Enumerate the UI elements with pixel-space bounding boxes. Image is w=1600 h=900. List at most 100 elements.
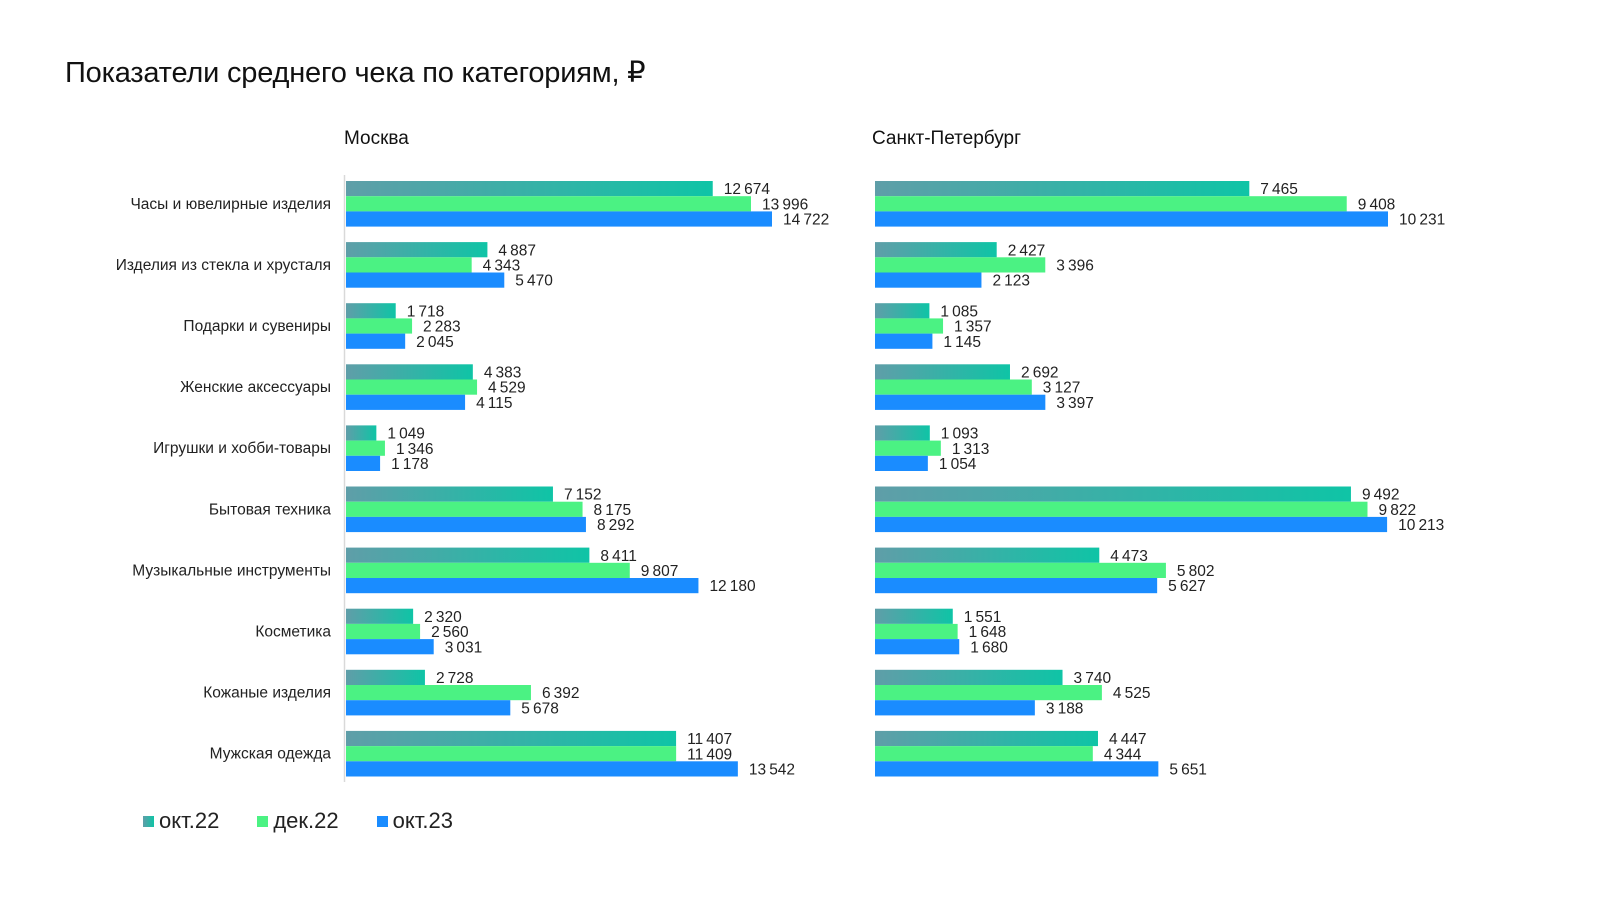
value-label-okt23: 5 470 [515,273,553,290]
value-label-okt23: 5 627 [1168,578,1206,595]
category-label: Музыкальные инструменты [132,562,331,579]
bar-okt23 [346,700,511,716]
bar-okt22 [875,181,1250,197]
bar-okt23 [346,578,699,594]
bar-dek22 [875,257,1046,273]
value-label-okt22: 3 740 [1074,670,1112,687]
value-label-dek22: 3 127 [1043,380,1081,397]
value-label-okt22: 1 093 [941,426,979,443]
value-label-okt23: 2 123 [992,273,1030,290]
value-label-okt23: 10 231 [1399,212,1445,229]
bar-okt23 [875,516,1388,533]
bar-dek22 [346,746,677,762]
value-label-okt23: 1 054 [939,456,977,473]
value-label-okt23: 5 678 [521,700,559,717]
value-label-okt23: 1 145 [943,334,981,351]
bar-okt23 [346,516,586,533]
bar-okt23 [346,639,434,655]
value-label-okt22: 1 551 [964,609,1002,626]
value-label-okt23: 14 722 [783,212,829,229]
value-label-okt23: 4 115 [476,395,512,412]
legend: окт.22 дек.22 окт.23 [143,808,453,834]
bar-okt23 [346,272,505,288]
value-label-dek22: 9 408 [1358,196,1396,213]
bar-okt22 [346,303,396,319]
category-label: Игрушки и хобби-товары [153,440,331,457]
value-label-okt23: 3 188 [1046,700,1084,717]
bar-okt22 [875,364,1010,380]
bar-okt22 [346,547,590,563]
legend-item-okt22: окт.22 [143,808,219,834]
bar-okt23 [346,211,772,227]
bar-okt23 [346,455,381,471]
value-label-okt22: 7 152 [564,487,602,504]
value-label-okt22: 9 492 [1362,487,1400,504]
bar-okt23 [875,639,960,655]
bar-okt23 [875,211,1388,227]
bar-okt22 [875,669,1063,685]
value-label-okt22: 4 473 [1110,548,1148,565]
category-label: Косметика [255,624,331,641]
page-title: Показатели среднего чека по категориям, … [65,57,646,89]
value-label-okt23: 3 397 [1056,395,1094,412]
bar-okt23 [875,761,1159,777]
value-label-okt23: 3 031 [445,639,483,656]
value-label-okt23: 12 180 [709,578,756,595]
bar-okt23 [346,394,466,410]
value-label-dek22: 4 344 [1104,746,1142,763]
category-labels: Часы и ювелирные изделия Изделия из стекл… [116,196,332,763]
value-label-okt22: 2 692 [1021,365,1059,382]
value-label-okt23: 8 292 [597,517,635,534]
category-label: Подарки и сувениры [183,318,331,335]
bar-okt23 [346,333,406,349]
value-label-dek22: 8 175 [594,502,632,519]
legend-swatch-okt22 [143,815,154,827]
value-label-dek22: 9 822 [1378,502,1416,519]
bar-okt22 [346,486,553,502]
value-label-okt22: 1 085 [940,303,978,320]
bar-dek22 [346,501,583,517]
value-label-dek22: 2 283 [423,319,461,336]
value-label-okt22: 2 728 [436,670,474,687]
bar-okt22 [875,486,1351,502]
value-label-okt23: 10 213 [1398,517,1444,534]
bar-okt23 [875,333,933,349]
value-label-okt22: 1 049 [387,426,425,443]
value-label-okt22: 4 887 [498,242,536,259]
value-label-dek22: 4 525 [1113,685,1151,702]
bar-okt22 [875,425,930,441]
legend-item-dek22: дек.22 [257,808,339,834]
value-label-okt23: 2 045 [416,334,454,351]
legend-swatch-dek22 [257,815,269,827]
value-label-okt22: 7 465 [1260,181,1298,198]
panel-title-moscow: Москва [344,128,409,149]
value-label-okt23: 1 680 [970,639,1008,656]
bar-dek22 [875,623,958,640]
bar-okt22 [346,181,713,197]
value-label-dek22: 3 396 [1056,258,1094,275]
value-label-dek22: 1 346 [396,441,434,458]
bar-okt22 [346,608,414,624]
bar-okt22 [346,669,425,685]
bar-okt22 [875,730,1098,747]
bar-dek22 [875,685,1102,701]
legend-label-okt23: окт.23 [392,808,453,833]
bar-okt22 [346,425,377,441]
value-label-okt22: 2 320 [424,609,462,626]
value-label-dek22: 11 409 [687,746,732,763]
bar-dek22 [875,379,1032,395]
panel-title-spb: Санкт-Петербург [872,128,1022,149]
bar-okt23 [875,700,1035,716]
bar-dek22 [875,501,1368,517]
legend-label-dek22: дек.22 [273,808,339,833]
legend-label-okt22: окт.22 [159,808,220,833]
category-label: Бытовая техника [209,501,332,518]
bar-okt23 [875,455,928,471]
bar-okt22 [875,242,997,258]
bar-okt23 [875,578,1158,594]
value-label-dek22: 1 357 [954,319,992,336]
value-label-okt22: 8 411 [600,548,636,565]
bar-okt22 [346,730,677,747]
bar-okt22 [346,242,488,258]
bar-okt22 [875,547,1100,563]
